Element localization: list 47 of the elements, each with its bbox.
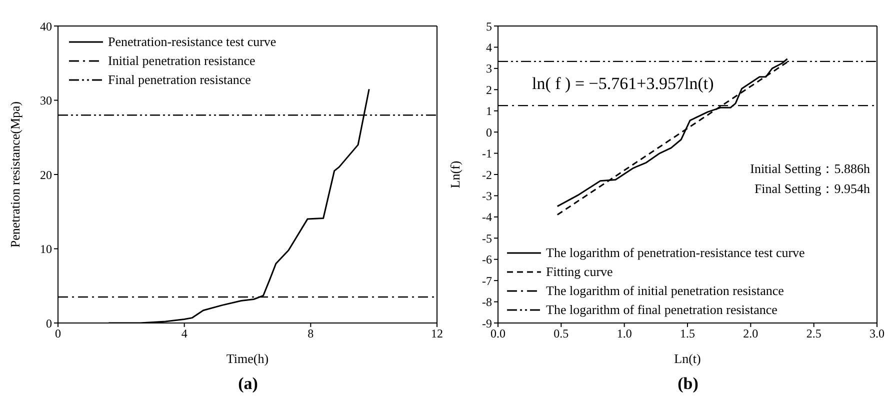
y-tick-label: -7 [482,274,492,288]
y-tick-label: 1 [486,104,492,118]
y-tick-label: 2 [486,82,492,97]
x-tick-label: 0.5 [554,326,569,341]
annotation: Initial Setting：5.886h [750,160,870,178]
y-tick-label: 0 [486,125,492,140]
y-tick-label: 5 [486,19,492,34]
annotation: Final Setting：9.954h [754,180,870,198]
y-tick-label: -2 [482,168,492,182]
x-axis-title: Time(h) [226,351,269,366]
y-tick-label: -1 [482,146,492,161]
annotation: ln( f ) = −5.761+3.957ln(t) [530,74,716,94]
y-tick-label: -5 [482,231,492,246]
y-tick-label: 4 [486,40,492,54]
y-tick-label: -4 [482,210,492,224]
y-tick-label: -3 [482,188,492,203]
x-tick-label: 3.0 [870,326,884,341]
x-tick-label: 2.0 [743,326,758,341]
y-axis-title: Penetration resistance(Mpa) [8,101,23,248]
x-tick-label: 4 [181,326,188,341]
y-tick-label: -8 [482,295,492,310]
text: (b) [676,374,700,394]
legend-label: The logarithm of final penetration resistance [546,301,778,319]
y-tick-label: 10 [40,242,52,256]
y-axis-title: Ln(f) [448,160,463,188]
legend-label: The logarithm of initial penetration resistance [546,282,784,300]
x-tick-label: 12 [431,326,443,341]
x-tick-label: 2.5 [806,326,822,341]
x-tick-label: 1.0 [616,326,632,341]
x-tick-label: 8 [308,326,314,341]
y-tick-label: -9 [482,316,492,330]
legend-label: Final penetration resistance [108,71,251,89]
y-tick-label: 3 [486,62,492,76]
y-tick-label: 0 [46,316,52,330]
x-axis-title: Ln(t) [674,351,701,366]
x-tick-label: 0 [55,326,61,341]
x-tick-label: 1.5 [680,326,695,341]
y-tick-label: 20 [40,168,52,182]
y-tick-label: 40 [40,19,52,34]
legend-label: Penetration-resistance test curve [108,33,276,51]
y-tick-label: 30 [40,94,52,108]
legend-label: The logarithm of penetration-resistance test curve [546,244,805,262]
legend-label: Initial penetration resistance [108,52,256,70]
y-tick-label: -6 [482,252,492,267]
legend-label: Fitting curve [546,263,613,281]
x-tick-label: 0.0 [490,326,506,341]
text: (a) [237,374,259,394]
